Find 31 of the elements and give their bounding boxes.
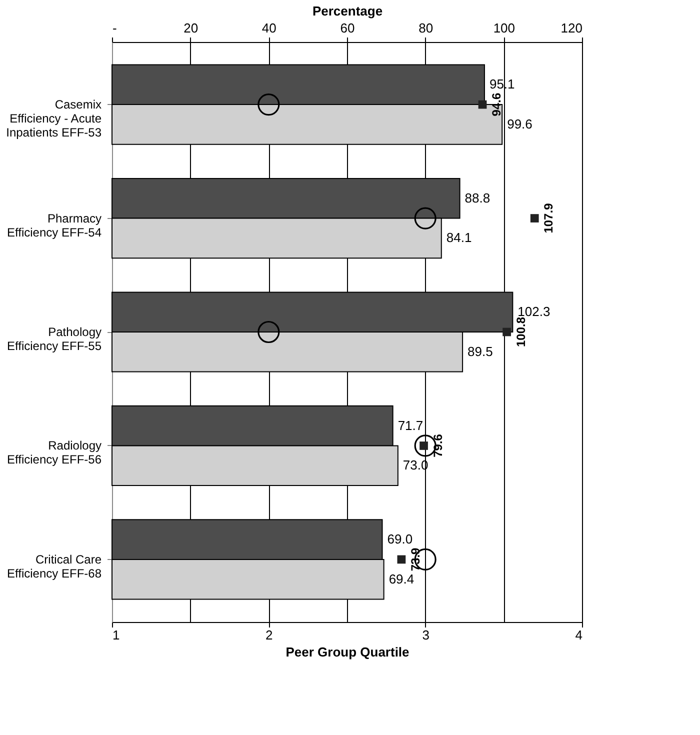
x-tick-label: 60 <box>340 20 355 36</box>
data-label: 107.9 <box>542 202 556 234</box>
data-label: 99.6 <box>507 116 532 132</box>
data-label: 88.8 <box>464 190 490 206</box>
x2-tick-label: 1 <box>112 628 120 642</box>
point <box>397 555 406 564</box>
y-tick-label: Pharmacy Efficiency EFF-54 <box>7 211 102 240</box>
data-label: 84.1 <box>446 230 472 246</box>
data-label: 89.5 <box>468 344 493 359</box>
x2-tick-label: 3 <box>422 628 430 642</box>
data-label: 69.0 <box>387 532 413 547</box>
data-label: 100.8 <box>514 316 528 348</box>
x-tick-label: 80 <box>418 20 434 36</box>
x-axis-title: Percentage <box>312 4 383 18</box>
x-tick-label: 120 <box>560 20 582 36</box>
y-tick-label: Pathology Efficiency EFF-55 <box>7 325 102 353</box>
y-tick-label: Critical Care Efficiency EFF-68 <box>7 552 102 580</box>
x-tick-label: 40 <box>262 20 276 36</box>
point <box>530 214 539 222</box>
y-tick-label: Casemix Efficiency - Acute Inpatients EFF-53 <box>6 98 102 140</box>
x2-tick-label: 4 <box>575 628 582 642</box>
data-label: 69.4 <box>388 571 414 586</box>
x-tick-label: 20 <box>184 20 198 36</box>
x-tick-label: - <box>112 20 117 36</box>
x-tick-label: 100 <box>493 20 516 36</box>
x2-axis-title: Peer Group Quartile <box>286 644 410 660</box>
y-tick-label: Radiology Efficiency EFF-56 <box>7 438 102 467</box>
point <box>502 328 511 336</box>
data-label: 71.7 <box>398 418 424 433</box>
x2-tick-label: 2 <box>266 628 273 642</box>
point <box>478 100 487 109</box>
